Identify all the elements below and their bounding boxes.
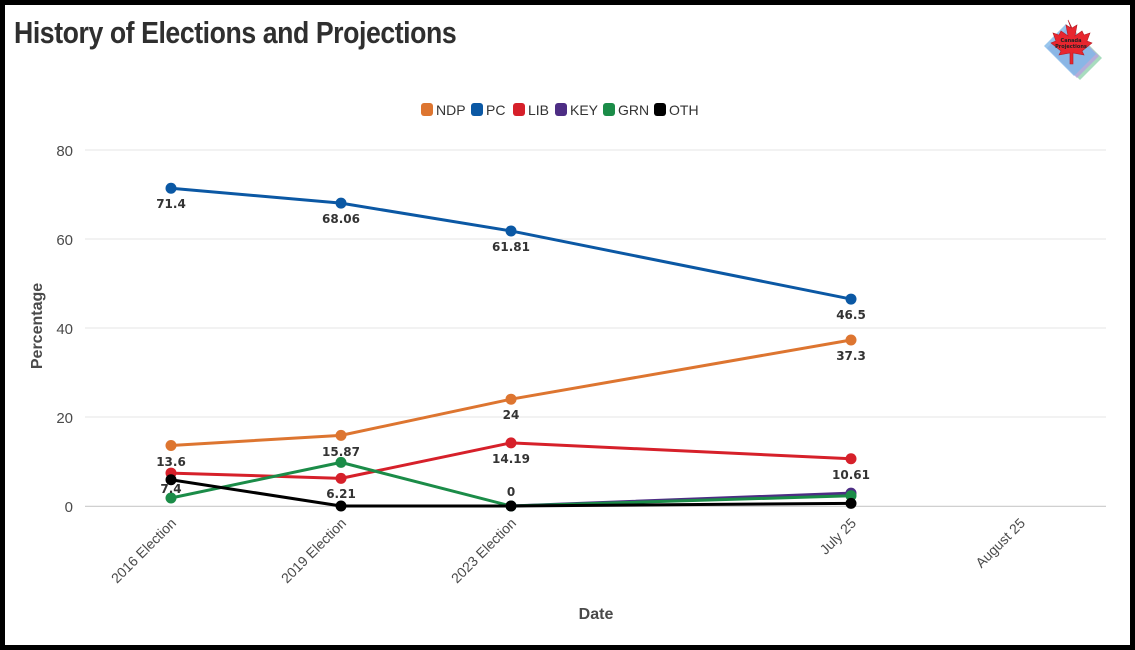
- y-tick-label: 0: [65, 499, 73, 516]
- series-lines: [169, 186, 853, 508]
- legend-swatch: [471, 103, 483, 116]
- legend-swatch: [421, 103, 433, 116]
- y-tick-label: 40: [56, 321, 73, 338]
- x-axis-ticks: 2016 Election 2019 Election 2023 Election J…: [108, 515, 1028, 586]
- x-tick-label: 2023 Election: [448, 515, 519, 586]
- legend-swatch: [603, 103, 615, 116]
- data-point-lib: [335, 472, 347, 484]
- data-label-pc: 46.5: [836, 308, 866, 322]
- data-label-pc: 61.81: [492, 240, 530, 254]
- data-point-oth: [165, 474, 177, 486]
- x-tick-label: 2019 Election: [278, 515, 349, 586]
- x-axis-title: Date: [579, 606, 614, 623]
- series-line-oth: [169, 478, 853, 508]
- legend-item-lib: LIB: [513, 102, 549, 118]
- legend-label: KEY: [570, 102, 599, 118]
- grid-lines: [85, 149, 1106, 507]
- y-axis-ticks: 0 20 40 60 80: [56, 143, 73, 516]
- y-tick-label: 20: [56, 410, 73, 427]
- data-labels: 13.6 15.87 24 37.3 71.4 68.06 61.81 46.5 7.4 6.21…: [156, 197, 870, 501]
- data-point-grn: [335, 456, 347, 468]
- data-point-oth: [505, 500, 517, 512]
- y-tick-label: 80: [56, 143, 73, 160]
- chart-title: History of Elections and Projections: [14, 15, 457, 50]
- legend-item-ndp: NDP: [421, 102, 466, 118]
- data-label-ndp: 13.6: [156, 455, 186, 469]
- series-line-grn: [169, 460, 853, 508]
- legend-label: NDP: [436, 102, 466, 118]
- series-points: [165, 182, 857, 512]
- data-label-oth: 0: [507, 485, 515, 499]
- legend-item-grn: GRN: [603, 102, 649, 118]
- data-point-pc: [845, 293, 857, 305]
- data-point-oth: [845, 497, 857, 509]
- data-point-pc: [165, 182, 177, 194]
- data-point-grn: [845, 490, 857, 502]
- data-label-ndp: 15.87: [322, 445, 360, 459]
- legend-swatch: [513, 103, 525, 116]
- legend-item-pc: PC: [471, 102, 505, 118]
- series-line-ndp: [169, 338, 853, 447]
- legend-swatch: [555, 103, 567, 116]
- data-point-pc: [505, 225, 517, 237]
- legend-label: LIB: [528, 102, 549, 118]
- data-point-ndp: [165, 439, 177, 451]
- legend-label: GRN: [618, 102, 649, 118]
- x-tick-label: August 25: [972, 515, 1028, 571]
- x-tick-label: July 25: [816, 515, 859, 558]
- data-label-ndp: 37.3: [836, 349, 866, 363]
- data-point-grn: [165, 492, 177, 504]
- data-point-ndp: [845, 334, 857, 346]
- legend-label: OTH: [669, 102, 699, 118]
- data-point-lib: [505, 437, 517, 449]
- data-point-oth: [335, 500, 347, 512]
- logo-line1: Canada: [1061, 38, 1082, 44]
- logo-line2: Projections: [1055, 44, 1087, 50]
- y-tick-label: 60: [56, 232, 73, 249]
- series-line-lib: [169, 441, 853, 480]
- legend-item-key: KEY: [555, 102, 599, 118]
- data-label-ndp: 24: [503, 408, 520, 422]
- data-label-lib: 10.61: [832, 468, 870, 482]
- x-tick-label: 2016 Election: [108, 515, 179, 586]
- maple-leaf-logo-icon: Canada Projections: [1044, 19, 1102, 80]
- legend: NDP PC LIB KEY GRN OTH: [421, 102, 699, 118]
- data-label-pc: 68.06: [322, 212, 360, 226]
- data-point-ndp: [335, 429, 347, 441]
- series-line-pc: [169, 186, 853, 301]
- y-axis-title: Percentage: [29, 283, 46, 369]
- legend-label: PC: [486, 102, 505, 118]
- legend-swatch: [654, 103, 666, 116]
- data-label-lib: 7.4: [160, 482, 181, 496]
- data-label-lib: 6.21: [326, 487, 356, 501]
- legend-item-oth: OTH: [654, 102, 699, 118]
- data-label-pc: 71.4: [156, 197, 186, 211]
- data-point-pc: [335, 197, 347, 209]
- data-point-lib: [845, 453, 857, 465]
- data-point-ndp: [505, 393, 517, 405]
- data-label-lib: 14.19: [492, 452, 530, 466]
